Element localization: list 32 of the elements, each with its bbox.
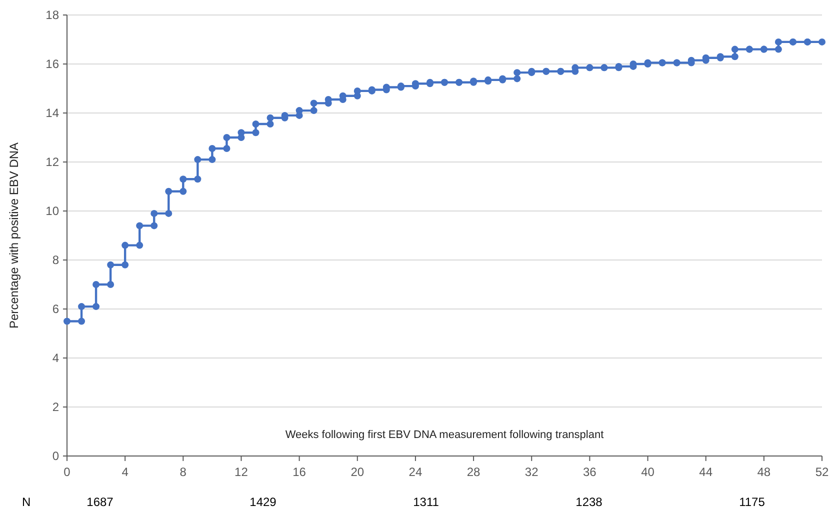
x-tick-label: 0 [64,465,71,479]
x-tick-label: 24 [408,465,422,479]
x-tick-label: 52 [815,465,829,479]
text: 1429 [250,495,277,509]
y-tick-label: 2 [52,400,60,414]
text: 1687 [86,495,114,509]
y-tick-label: 8 [52,253,60,268]
x-tick-label: 4 [122,465,129,479]
x-tick-label: 40 [641,465,655,479]
y-tick-label: 14 [46,106,60,120]
y-tick-label: 16 [46,57,60,72]
x-tick-label: 48 [757,465,771,479]
text: 1238 [576,495,603,509]
text: 1311 [413,495,440,509]
x-axis-title: Weeks following first EBV DNA measurement following transplant [285,429,604,441]
x-tick-label: 16 [292,465,306,479]
x-tick-label: 20 [350,465,364,479]
x-tick-label: 36 [583,465,597,479]
text: 1175 [739,495,766,509]
y-tick-label: 6 [52,302,60,316]
y-tick-label: 4 [52,351,60,366]
y-tick-label: 12 [46,155,60,170]
x-tick-label: 28 [466,465,481,479]
y-tick-label: 18 [46,8,60,22]
text: N [22,495,31,509]
x-tick-label: 12 [234,465,248,479]
x-tick-label: 32 [524,465,539,479]
x-tick-label: 8 [180,465,187,479]
x-tick-label: 44 [699,465,713,479]
y-tick-label: 10 [46,204,60,218]
y-axis-title: Percentage with positive EBV DNA [7,142,21,329]
y-tick-label: 0 [52,449,60,464]
